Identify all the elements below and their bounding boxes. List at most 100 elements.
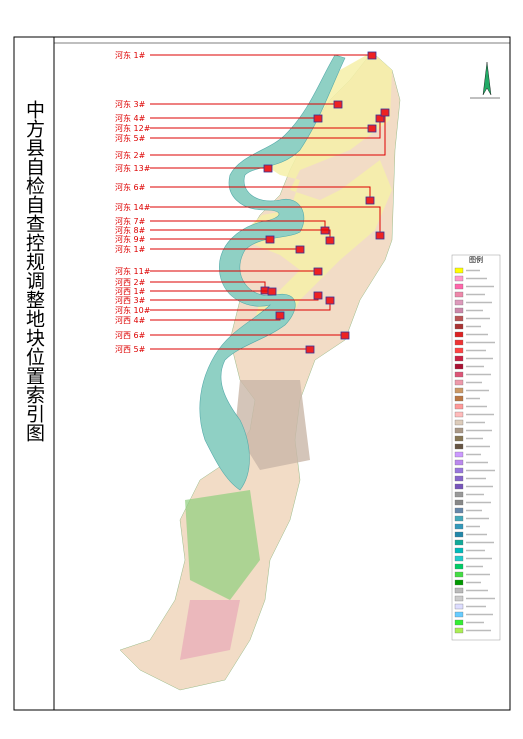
site-parcel xyxy=(333,100,343,109)
legend-swatch xyxy=(454,371,464,378)
legend-swatch xyxy=(454,507,464,514)
legend-swatch xyxy=(454,267,464,274)
legend-swatch xyxy=(454,331,464,338)
site-parcel xyxy=(365,196,375,205)
leader-line xyxy=(150,186,371,200)
legend-swatch xyxy=(454,443,464,450)
site-label: 河东 4# xyxy=(115,113,146,123)
legend-swatch xyxy=(454,291,464,298)
title: 中方县自检自查控规调整地块位置索引图 xyxy=(23,100,45,442)
site-parcel xyxy=(380,108,390,117)
site-parcel xyxy=(375,114,385,123)
site-parcel xyxy=(305,345,315,354)
legend-swatch xyxy=(454,555,464,562)
site-label: 河东 1# xyxy=(115,50,146,60)
legend-title: 图例 xyxy=(469,255,483,264)
site-parcel xyxy=(325,296,335,305)
leader-line xyxy=(150,112,386,156)
site-parcel xyxy=(313,267,323,276)
site-label: 河东 13# xyxy=(115,163,151,173)
legend-swatch xyxy=(454,363,464,370)
legend-swatch xyxy=(454,595,464,602)
legend-swatch xyxy=(454,587,464,594)
site-parcel xyxy=(375,231,385,240)
leader-line xyxy=(150,206,381,235)
site-label: 河东 1# xyxy=(115,244,146,254)
site-parcel xyxy=(367,51,377,60)
legend-swatch xyxy=(454,571,464,578)
legend-swatch xyxy=(454,611,464,618)
site-parcel xyxy=(263,164,273,173)
site-label: 河东 6# xyxy=(115,182,146,192)
legend-swatch xyxy=(454,539,464,546)
label-group: 河东 1# 河东 3# 河东 4#河东 12#河东 5# 河东 2# 河东 13# 河东 … xyxy=(115,50,390,354)
site-label: 河西 1# xyxy=(115,286,146,296)
north-arrow xyxy=(470,61,500,99)
legend-swatch xyxy=(454,459,464,466)
legend-swatch xyxy=(454,499,464,506)
legend-swatch xyxy=(454,283,464,290)
legend-swatch xyxy=(454,299,464,306)
site-label: 河东 12# xyxy=(115,123,151,133)
legend-swatch xyxy=(454,323,464,330)
legend-swatch xyxy=(454,523,464,530)
legend-swatch xyxy=(454,427,464,434)
site-label: 河东 3# xyxy=(115,99,146,109)
legend-swatch xyxy=(454,475,464,482)
site-label: 河西 3# xyxy=(115,295,146,305)
legend-swatch xyxy=(454,387,464,394)
legend-swatch xyxy=(454,403,464,410)
legend-swatch xyxy=(454,315,464,322)
site-label: 河西 2# xyxy=(115,277,146,287)
site-label: 河东 5# xyxy=(115,133,146,143)
urban-area xyxy=(119,51,401,691)
legend-swatch xyxy=(454,435,464,442)
site-label: 河东 9# xyxy=(115,234,146,244)
legend-swatch xyxy=(454,379,464,386)
industrial-area xyxy=(235,380,310,470)
legend-swatch xyxy=(454,339,464,346)
legend-swatch xyxy=(454,411,464,418)
legend-swatch xyxy=(454,531,464,538)
green-area xyxy=(185,490,260,600)
site-parcel xyxy=(265,235,275,244)
site-parcel xyxy=(275,311,285,320)
legend-swatch xyxy=(454,627,464,634)
legend-swatch xyxy=(454,451,464,458)
site-parcel xyxy=(340,331,350,340)
legend-swatch xyxy=(454,307,464,314)
planned-area xyxy=(240,52,392,330)
site-label: 河西 6# xyxy=(115,330,146,340)
river xyxy=(199,54,346,491)
site-label: 河东 10# xyxy=(115,305,151,315)
site-label: 河东 7# xyxy=(115,216,146,226)
outer-frame xyxy=(13,36,511,711)
legend-swatch xyxy=(454,347,464,354)
legend-swatch xyxy=(454,579,464,586)
legend-swatch xyxy=(454,491,464,498)
legend-swatch xyxy=(454,563,464,570)
legend-swatch xyxy=(454,515,464,522)
site-parcel xyxy=(367,124,377,133)
legend-swatch xyxy=(454,547,464,554)
site-label: 河东 8# xyxy=(115,225,146,235)
leader-line xyxy=(150,118,381,139)
legend-swatch xyxy=(454,467,464,474)
legend: 图例 xyxy=(451,254,501,641)
site-label: 河西 5# xyxy=(115,344,146,354)
site-label: 河东 14# xyxy=(115,202,151,212)
site-label: 河东 11# xyxy=(115,266,151,276)
legend-swatch xyxy=(454,275,464,282)
site-parcel xyxy=(325,236,335,245)
legend-swatch xyxy=(454,483,464,490)
site-parcel xyxy=(313,291,323,300)
site-parcel xyxy=(267,287,277,296)
legend-swatch xyxy=(454,619,464,626)
residential-area xyxy=(180,600,240,660)
legend-swatch xyxy=(454,395,464,402)
site-parcel xyxy=(295,245,305,254)
legend-swatch xyxy=(454,603,464,610)
legend-swatch xyxy=(454,355,464,362)
